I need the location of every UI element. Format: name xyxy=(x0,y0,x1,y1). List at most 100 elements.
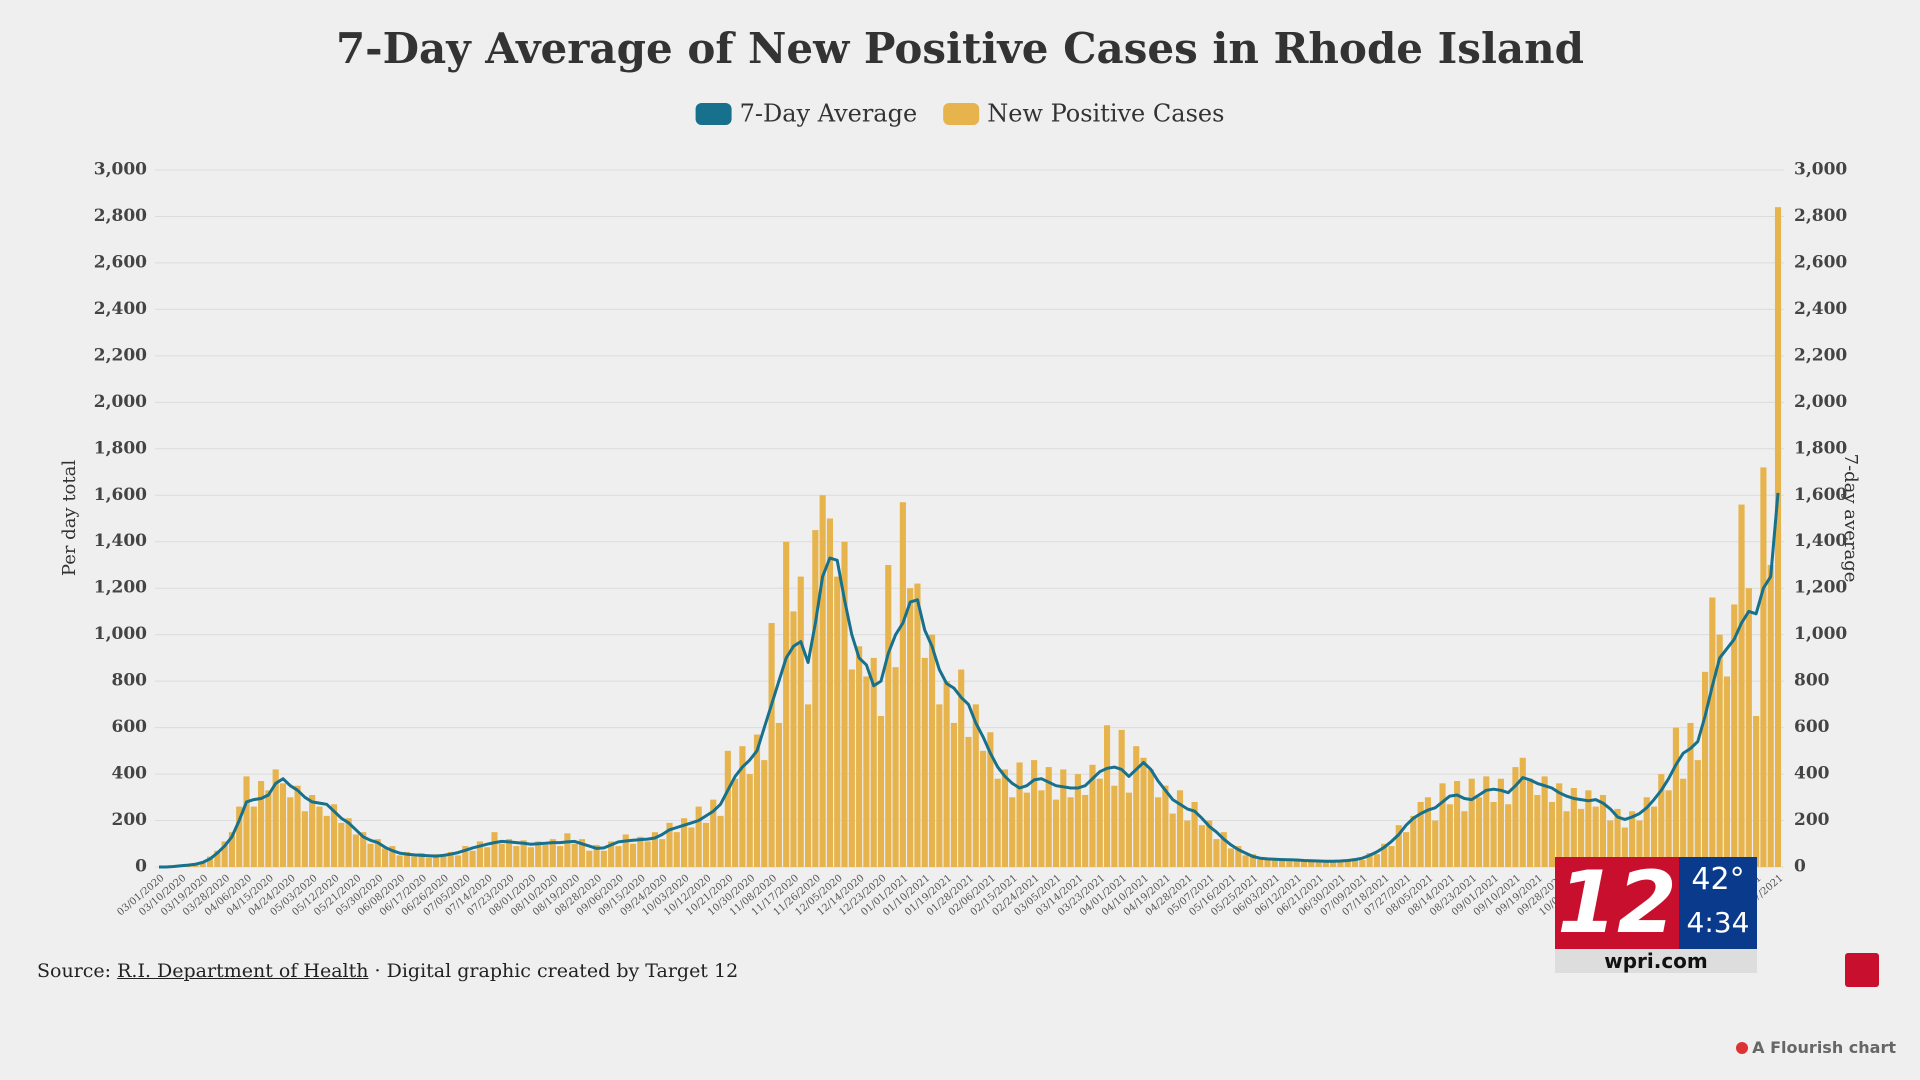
bar xyxy=(527,847,534,867)
bar xyxy=(316,806,323,867)
y-tick-label: 800 xyxy=(112,671,148,691)
bar xyxy=(921,657,928,867)
bar xyxy=(469,850,476,867)
bar xyxy=(972,704,979,867)
bar xyxy=(250,806,257,867)
bar xyxy=(1774,207,1782,867)
bar xyxy=(1760,467,1767,867)
bar xyxy=(1104,725,1111,867)
y-tick-label: 2,200 xyxy=(94,345,147,365)
bar xyxy=(695,806,702,867)
bar xyxy=(834,576,841,867)
y-tick-label: 1,400 xyxy=(94,531,147,551)
bar xyxy=(1629,811,1636,867)
bar xyxy=(615,846,622,867)
bar xyxy=(1125,792,1133,867)
bar xyxy=(382,848,389,867)
bar xyxy=(433,854,440,867)
bar xyxy=(1060,769,1067,867)
y-tick-label: 2,000 xyxy=(94,392,147,412)
bar xyxy=(666,822,673,867)
bar xyxy=(1140,757,1147,867)
y-tick-label: 1,200 xyxy=(94,578,147,598)
bar xyxy=(856,646,863,867)
bar xyxy=(1672,727,1679,867)
bar xyxy=(1300,861,1308,867)
bar xyxy=(1475,797,1483,867)
bar xyxy=(491,832,498,867)
bar xyxy=(505,839,513,867)
y2-tick-label: 1,400 xyxy=(1794,531,1847,551)
bar xyxy=(1599,794,1607,867)
bar xyxy=(1286,861,1293,867)
y2-tick-label: 800 xyxy=(1794,671,1830,691)
flourish-credit[interactable]: A Flourish chart xyxy=(1736,1038,1896,1057)
bar xyxy=(578,839,586,867)
bar xyxy=(1505,804,1512,867)
y2-tick-label: 1,000 xyxy=(1794,624,1847,644)
bar xyxy=(1235,846,1242,867)
bar xyxy=(287,797,294,867)
bar xyxy=(454,855,462,867)
bar xyxy=(848,669,855,867)
bar xyxy=(702,822,710,867)
bar xyxy=(1162,785,1169,867)
source-link[interactable]: R.I. Department of Health xyxy=(117,960,369,982)
bar xyxy=(877,715,885,867)
bar xyxy=(1184,820,1191,867)
bar xyxy=(265,790,272,867)
website: wpri.com xyxy=(1555,949,1757,973)
bar xyxy=(717,815,724,867)
bar xyxy=(826,518,833,867)
bar xyxy=(1293,858,1300,867)
bar xyxy=(1176,790,1184,867)
bar xyxy=(1031,760,1038,867)
bar xyxy=(1424,797,1432,867)
bar xyxy=(221,841,228,867)
bar xyxy=(1074,774,1081,867)
bar xyxy=(323,815,330,867)
bar xyxy=(1344,861,1351,867)
bar xyxy=(403,851,411,867)
bar xyxy=(1643,797,1650,867)
bar xyxy=(688,827,695,867)
bar xyxy=(600,850,607,867)
bar xyxy=(338,822,345,867)
bar xyxy=(1111,785,1118,867)
bar xyxy=(1001,769,1009,867)
bar xyxy=(1330,861,1337,867)
bar xyxy=(790,611,797,867)
y2-tick-label: 1,800 xyxy=(1794,438,1847,458)
y2-tick-label: 600 xyxy=(1794,717,1830,737)
bar xyxy=(1249,854,1256,867)
bar xyxy=(775,722,782,867)
source: Source: R.I. Department of Health · Digi… xyxy=(37,960,738,982)
bar xyxy=(892,667,899,867)
y2-tick-label: 200 xyxy=(1794,810,1830,830)
y-tick-label: 400 xyxy=(112,764,148,784)
bar xyxy=(1439,783,1446,867)
bar xyxy=(1198,825,1205,867)
bar xyxy=(1702,671,1709,867)
bar xyxy=(571,843,578,867)
bar xyxy=(520,840,527,867)
y-tick-label: 1,600 xyxy=(94,485,147,505)
bar xyxy=(673,832,680,867)
bar xyxy=(1578,808,1585,867)
bar xyxy=(1658,774,1665,867)
bar xyxy=(1614,808,1621,867)
y-tick-label: 2,400 xyxy=(94,299,147,319)
bar xyxy=(228,832,235,867)
bar xyxy=(1403,832,1410,867)
bar xyxy=(1694,760,1701,867)
bar xyxy=(294,785,301,867)
bar xyxy=(1279,858,1286,867)
bar xyxy=(797,576,804,867)
bar xyxy=(1271,860,1278,867)
legend-item: New Positive Cases xyxy=(943,100,1224,128)
bar xyxy=(819,495,826,867)
y2-tick-label: 1,600 xyxy=(1794,485,1847,505)
bar xyxy=(236,806,243,867)
bar xyxy=(622,834,629,867)
